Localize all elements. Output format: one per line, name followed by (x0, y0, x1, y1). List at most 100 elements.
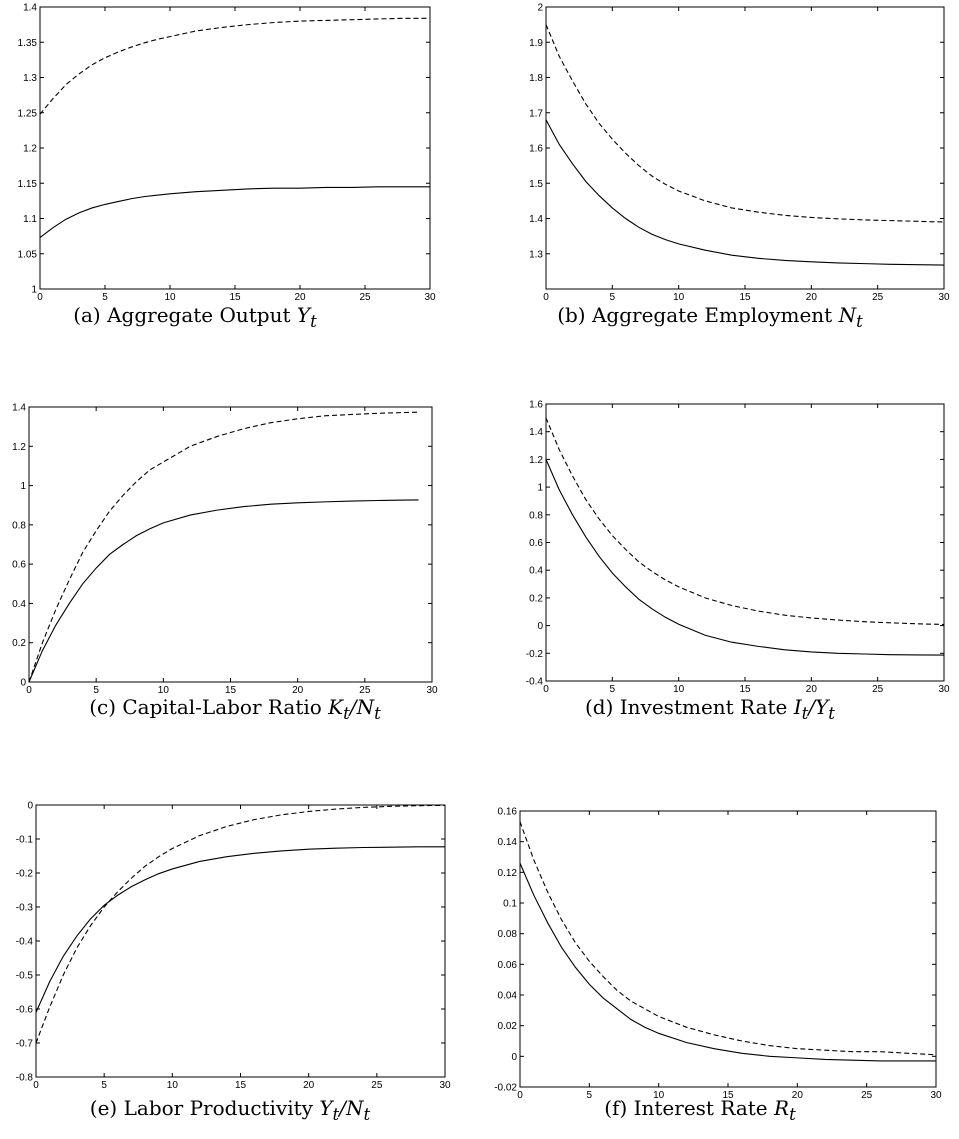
x-tick-label: 25 (872, 684, 884, 695)
caption-e: (e) Labor Productivity Yt/Nt (89, 1096, 371, 1124)
series-solid-line (35, 846, 445, 1013)
y-tick-label: 1.9 (529, 38, 543, 49)
y-tick-label: 1.3 (23, 73, 37, 84)
y-tick-label: 1.5 (529, 179, 543, 190)
y-tick-label: 1.4 (23, 3, 37, 14)
series-dashed-line (545, 417, 945, 626)
series-solid-line (545, 119, 945, 266)
y-tick-label: -0.3 (16, 903, 34, 914)
y-tick-label: -0.8 (16, 1073, 34, 1084)
y-tick-label: 1.8 (529, 73, 543, 84)
chart-e: 0 5 10 15 20 25 30 -0.8 -0.7 -0.6 -0.5 -0.4 -0.3 -0.2… (16, 801, 451, 1092)
x-tick-label: 25 (371, 1080, 383, 1091)
caption-b: (b) Aggregate Employment Nt (557, 303, 863, 331)
x-tick-label: 0 (543, 684, 549, 695)
series-dashed-line (28, 411, 419, 683)
x-tick-label: 5 (93, 685, 99, 696)
y-tick-label: 0.8 (529, 510, 543, 521)
x-tick-label: 15 (235, 1080, 247, 1091)
x-tick-label: 20 (303, 1080, 315, 1091)
x-tick-label: 5 (102, 292, 108, 303)
y-tick-label: 1 (20, 481, 26, 492)
plot-frame (35, 804, 446, 1078)
y-tick-label: 1.3 (529, 249, 543, 260)
caption-d: (d) Investment Rate It/Yt (584, 695, 835, 723)
plot-frame (545, 403, 945, 682)
x-tick-label: 25 (359, 685, 371, 696)
y-tick-label: 0.12 (498, 868, 518, 879)
chart-d: 0 5 10 15 20 25 30 -0.4 -0.2 0 0.2 0.4 0.6 0.8 1 1.2 1.4… (526, 400, 950, 696)
y-tick-label: 0.4 (529, 566, 543, 577)
x-tick-label: 0 (37, 292, 43, 303)
y-tick-label: 1.35 (18, 38, 38, 49)
y-tick-label: 1.25 (18, 108, 38, 119)
x-tick-label: 15 (739, 292, 751, 303)
y-tick-label: 1.6 (529, 144, 543, 155)
x-tick-label: 10 (167, 1080, 179, 1091)
x-tick-label: 10 (164, 292, 176, 303)
panel-b: 0 5 10 15 20 25 30 1.3 1.4 1.5 1.6 1.7 1.8 1.9 2 (b) A… (470, 0, 959, 360)
y-tick-label: 1.2 (12, 442, 26, 453)
y-tick-label: 0 (537, 621, 543, 632)
x-tick-label: 10 (673, 292, 685, 303)
y-tick-label: -0.02 (494, 1083, 517, 1094)
chart-a: 0 5 10 15 20 25 30 1 1.05 1.1 1.15 1.2 1.25 1.3 1.35 1.… (18, 3, 436, 304)
x-tick-label: 20 (792, 1090, 804, 1101)
x-tick-label: 15 (229, 292, 241, 303)
panel-d: 0 5 10 15 20 25 30 -0.4 -0.2 0 0.2 0.4 0.6 0.8 1 1.2 1.4… (470, 395, 959, 765)
y-tick-label: 1.15 (18, 179, 38, 190)
series-solid-line (545, 459, 945, 656)
y-tick-label: 1.05 (18, 249, 38, 260)
x-tick-label: 15 (722, 1090, 734, 1101)
x-tick-label: 20 (292, 685, 304, 696)
x-tick-label: 10 (158, 685, 170, 696)
y-tick-label: 0 (27, 801, 33, 812)
x-tick-label: 0 (33, 1080, 39, 1091)
y-tick-label: -0.7 (16, 1039, 34, 1050)
x-tick-label: 20 (806, 684, 818, 695)
x-tick-label: 25 (861, 1090, 873, 1101)
y-tick-label: 1 (537, 483, 543, 494)
x-tick-label: 30 (938, 684, 950, 695)
x-tick-label: 30 (439, 1080, 451, 1091)
y-tick-label: 0.06 (498, 960, 518, 971)
series-dashed-line (35, 804, 446, 1044)
caption-f: (f) Interest Rate Rt (604, 1096, 796, 1124)
y-tick-label: -0.6 (16, 1005, 34, 1016)
y-tick-label: 0.14 (498, 837, 518, 848)
plot-frame (28, 406, 433, 683)
x-tick-label: 20 (294, 292, 306, 303)
caption-a: (a) Aggregate Output Yt (73, 303, 317, 331)
caption-c: (c) Capital-Labor Ratio Kt/Nt (89, 695, 381, 723)
y-tick-label: 1.4 (12, 403, 26, 414)
x-tick-label: 30 (424, 292, 436, 303)
y-tick-label: -0.1 (16, 835, 34, 846)
y-tick-label: 1.7 (529, 108, 543, 119)
x-tick-label: 20 (806, 292, 818, 303)
x-tick-label: 0 (543, 292, 549, 303)
y-tick-label: 1.2 (529, 455, 543, 466)
x-tick-label: 0 (26, 685, 32, 696)
panel-e: 0 5 10 15 20 25 30 -0.8 -0.7 -0.6 -0.5 -0.4 -0.3 -0.2… (0, 800, 470, 1139)
y-tick-label: 0.08 (498, 929, 518, 940)
y-tick-label: 0 (511, 1052, 517, 1063)
y-tick-label: 0.2 (529, 593, 543, 604)
y-tick-label: 2 (537, 3, 543, 14)
series-dashed-line (545, 24, 945, 223)
y-tick-label: 1.2 (23, 144, 37, 155)
y-tick-label: 0.2 (12, 638, 26, 649)
chart-b: 0 5 10 15 20 25 30 1.3 1.4 1.5 1.6 1.7 1.8 1.9 2 (529, 3, 950, 304)
y-tick-label: 0.6 (12, 560, 26, 571)
x-tick-label: 15 (739, 684, 751, 695)
series-solid-line (519, 862, 936, 1062)
x-tick-label: 30 (930, 1090, 942, 1101)
y-tick-label: 1.4 (529, 427, 543, 438)
y-tick-label: 1.4 (529, 214, 543, 225)
x-tick-label: 5 (610, 684, 616, 695)
y-tick-label: 0.6 (529, 538, 543, 549)
x-tick-label: 0 (517, 1090, 523, 1101)
series-solid-line (28, 499, 419, 683)
y-tick-label: -0.2 (16, 869, 34, 880)
x-tick-label: 25 (872, 292, 884, 303)
x-tick-label: 5 (101, 1080, 107, 1091)
